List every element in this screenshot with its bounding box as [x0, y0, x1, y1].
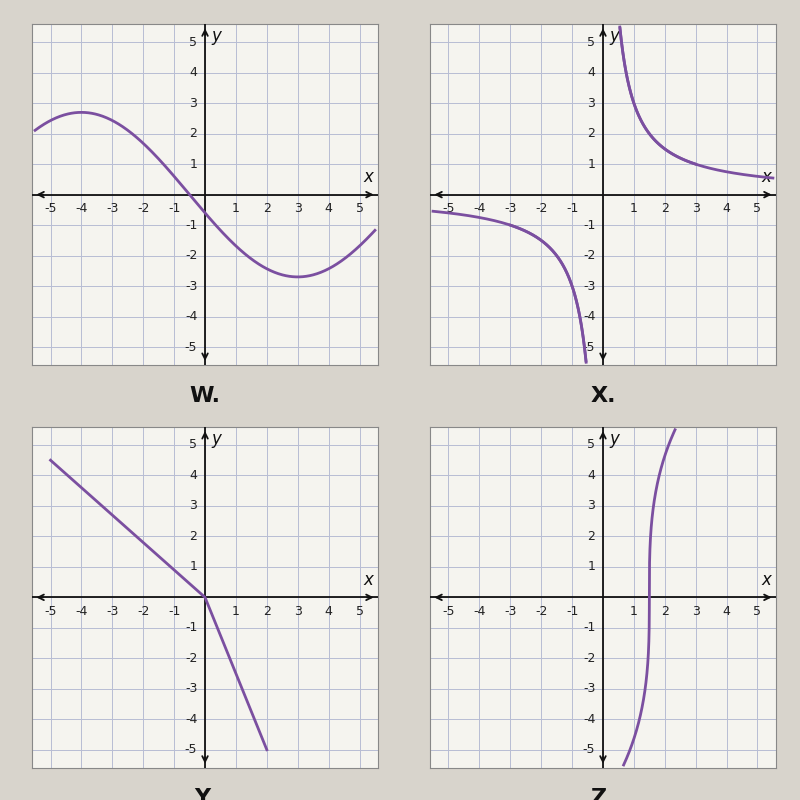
- Text: 4: 4: [190, 469, 198, 482]
- Text: 4: 4: [190, 66, 198, 79]
- Text: 2: 2: [661, 202, 669, 215]
- Text: x: x: [363, 168, 374, 186]
- Text: -2: -2: [185, 652, 198, 665]
- Text: -3: -3: [106, 202, 118, 215]
- Text: 2: 2: [263, 202, 270, 215]
- Text: -4: -4: [185, 713, 198, 726]
- Text: -1: -1: [185, 218, 198, 232]
- Text: -4: -4: [75, 202, 88, 215]
- Text: -2: -2: [535, 605, 547, 618]
- Text: -5: -5: [185, 341, 198, 354]
- Text: 5: 5: [754, 202, 762, 215]
- Text: x: x: [363, 571, 374, 589]
- Text: -5: -5: [44, 202, 57, 215]
- Text: -2: -2: [583, 249, 595, 262]
- Text: W.: W.: [190, 386, 221, 406]
- Text: -5: -5: [185, 743, 198, 756]
- Text: -3: -3: [106, 605, 118, 618]
- Text: Z.: Z.: [590, 789, 615, 800]
- Text: -1: -1: [566, 202, 578, 215]
- Text: -1: -1: [168, 202, 180, 215]
- Text: -3: -3: [504, 202, 517, 215]
- Text: -1: -1: [583, 622, 595, 634]
- Text: 4: 4: [587, 469, 595, 482]
- Text: y: y: [212, 27, 222, 45]
- Text: 5: 5: [190, 438, 198, 451]
- Text: -5: -5: [44, 605, 57, 618]
- Text: 1: 1: [587, 560, 595, 574]
- Text: -4: -4: [75, 605, 88, 618]
- Text: 4: 4: [722, 202, 730, 215]
- Text: -3: -3: [583, 279, 595, 293]
- Text: 4: 4: [722, 605, 730, 618]
- Text: y: y: [610, 27, 620, 45]
- Text: -3: -3: [504, 605, 517, 618]
- Text: 4: 4: [325, 605, 333, 618]
- Text: 2: 2: [190, 127, 198, 140]
- Text: 1: 1: [190, 158, 198, 170]
- Text: 1: 1: [630, 202, 638, 215]
- Text: 1: 1: [232, 605, 240, 618]
- Text: -4: -4: [185, 310, 198, 323]
- Text: -1: -1: [168, 605, 180, 618]
- Text: -5: -5: [442, 202, 454, 215]
- Text: -4: -4: [583, 310, 595, 323]
- Text: -1: -1: [566, 605, 578, 618]
- Text: 5: 5: [355, 202, 363, 215]
- Text: 3: 3: [190, 97, 198, 110]
- Text: 3: 3: [190, 499, 198, 513]
- Text: 3: 3: [294, 202, 302, 215]
- Text: 4: 4: [325, 202, 333, 215]
- Text: -1: -1: [185, 622, 198, 634]
- Text: -2: -2: [535, 202, 547, 215]
- Text: -4: -4: [583, 713, 595, 726]
- Text: -4: -4: [474, 605, 486, 618]
- Text: -2: -2: [185, 249, 198, 262]
- Text: 2: 2: [263, 605, 270, 618]
- Text: -1: -1: [583, 218, 595, 232]
- Text: Y.: Y.: [194, 789, 215, 800]
- Text: 5: 5: [754, 605, 762, 618]
- Text: y: y: [212, 430, 222, 448]
- Text: -5: -5: [582, 341, 595, 354]
- Text: 3: 3: [587, 97, 595, 110]
- Text: 2: 2: [587, 530, 595, 543]
- Text: -3: -3: [185, 279, 198, 293]
- Text: 1: 1: [190, 560, 198, 574]
- Text: 2: 2: [661, 605, 669, 618]
- Text: -2: -2: [137, 605, 150, 618]
- Text: 5: 5: [355, 605, 363, 618]
- Text: 5: 5: [587, 438, 595, 451]
- Text: -5: -5: [442, 605, 454, 618]
- Text: 3: 3: [692, 202, 700, 215]
- Text: -4: -4: [474, 202, 486, 215]
- Text: 1: 1: [587, 158, 595, 170]
- Text: 1: 1: [232, 202, 240, 215]
- Text: y: y: [610, 430, 620, 448]
- Text: -2: -2: [583, 652, 595, 665]
- Text: 3: 3: [294, 605, 302, 618]
- Text: 2: 2: [190, 530, 198, 543]
- Text: 4: 4: [587, 66, 595, 79]
- Text: x: x: [762, 571, 771, 589]
- Text: 5: 5: [190, 36, 198, 49]
- Text: -5: -5: [582, 743, 595, 756]
- Text: 3: 3: [692, 605, 700, 618]
- Text: 1: 1: [630, 605, 638, 618]
- Text: 3: 3: [587, 499, 595, 513]
- Text: 2: 2: [587, 127, 595, 140]
- Text: -3: -3: [583, 682, 595, 695]
- Text: X.: X.: [590, 386, 616, 406]
- Text: 5: 5: [587, 36, 595, 49]
- Text: x: x: [762, 168, 771, 186]
- Text: -2: -2: [137, 202, 150, 215]
- Text: -3: -3: [185, 682, 198, 695]
